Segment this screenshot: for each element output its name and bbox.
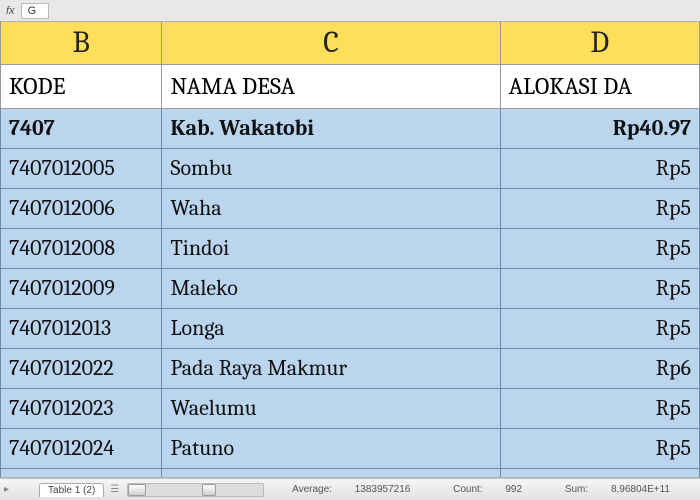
cell-kode[interactable]: 7407012009 bbox=[1, 268, 162, 308]
stat-count: Count: 992 bbox=[443, 484, 532, 495]
cell-nama[interactable]: Patuno bbox=[162, 428, 500, 468]
table-row[interactable]: 7407012023WaelumuRp5 bbox=[1, 388, 700, 428]
sheet-area[interactable]: B C D KODE NAMA DESA ALOKASI DA 7407Kab.… bbox=[0, 22, 700, 478]
header-alokasi[interactable]: ALOKASI DA bbox=[500, 64, 699, 108]
cell-kode[interactable]: 7407012027 bbox=[1, 468, 162, 478]
cell-alokasi[interactable]: Rp5 bbox=[500, 188, 699, 228]
sheet-nav-icons[interactable]: ▸ bbox=[4, 484, 17, 495]
scroll-split-handle[interactable] bbox=[202, 484, 216, 496]
column-letter-row: B C D bbox=[1, 22, 700, 64]
cell-kode[interactable]: 7407012006 bbox=[1, 188, 162, 228]
cell-alokasi[interactable]: Rp5 bbox=[500, 468, 699, 478]
table-row[interactable]: 7407012008TindoiRp5 bbox=[1, 228, 700, 268]
col-header-b[interactable]: B bbox=[1, 22, 162, 64]
cell-kode[interactable]: 7407012023 bbox=[1, 388, 162, 428]
cell-nama[interactable]: Waelumu bbox=[162, 388, 500, 428]
formula-bar: fx G bbox=[0, 0, 700, 22]
status-stats: Average: 1383957216 Count: 992 Sum: 8,96… bbox=[272, 484, 690, 495]
cell-nama[interactable]: Pada Raya Makmur bbox=[162, 348, 500, 388]
cell-nama[interactable]: Waginopo bbox=[162, 468, 500, 478]
cell-nama[interactable]: Tindoi bbox=[162, 228, 500, 268]
cell-alokasi[interactable]: Rp5 bbox=[500, 268, 699, 308]
table-row[interactable]: 7407012024PatunoRp5 bbox=[1, 428, 700, 468]
cell-kode[interactable]: 7407012022 bbox=[1, 348, 162, 388]
scroll-thumb-left[interactable] bbox=[128, 484, 146, 496]
table-row[interactable]: 7407012022Pada Raya MakmurRp6 bbox=[1, 348, 700, 388]
cell-kode[interactable]: 7407012013 bbox=[1, 308, 162, 348]
sheet-tab[interactable]: Table 1 (2) bbox=[39, 483, 104, 497]
cell-kode[interactable]: 7407012005 bbox=[1, 148, 162, 188]
cell-kode[interactable]: 7407 bbox=[1, 108, 162, 148]
name-box[interactable]: G bbox=[21, 3, 49, 19]
table-row[interactable]: 7407012027WaginopoRp5 bbox=[1, 468, 700, 478]
col-header-c[interactable]: C bbox=[162, 22, 500, 64]
stat-sum: Sum: 8,96804E+11 bbox=[555, 484, 680, 495]
stat-average: Average: 1383957216 bbox=[282, 484, 420, 495]
table-row[interactable]: 7407012005SombuRp5 bbox=[1, 148, 700, 188]
cell-alokasi[interactable]: Rp5 bbox=[500, 308, 699, 348]
horizontal-scrollbar[interactable] bbox=[127, 483, 264, 497]
table-row[interactable]: 7407012006WahaRp5 bbox=[1, 188, 700, 228]
tab-menu-icon[interactable]: ☰ bbox=[110, 484, 119, 495]
cell-nama[interactable]: Maleko bbox=[162, 268, 500, 308]
cell-nama[interactable]: Sombu bbox=[162, 148, 500, 188]
header-kode[interactable]: KODE bbox=[1, 64, 162, 108]
cell-alokasi[interactable]: Rp40.97 bbox=[500, 108, 699, 148]
cell-alokasi[interactable]: Rp6 bbox=[500, 348, 699, 388]
cell-nama[interactable]: Waha bbox=[162, 188, 500, 228]
cell-alokasi[interactable]: Rp5 bbox=[500, 388, 699, 428]
spreadsheet-table: B C D KODE NAMA DESA ALOKASI DA 7407Kab.… bbox=[0, 22, 700, 478]
cell-alokasi[interactable]: Rp5 bbox=[500, 228, 699, 268]
cell-nama[interactable]: Kab. Wakatobi bbox=[162, 108, 500, 148]
header-nama[interactable]: NAMA DESA bbox=[162, 64, 500, 108]
status-bar: ▸ Table 1 (2) ☰ Average: 1383957216 Coun… bbox=[0, 478, 700, 500]
cell-kode[interactable]: 7407012008 bbox=[1, 228, 162, 268]
table-row[interactable]: 7407012009MalekoRp5 bbox=[1, 268, 700, 308]
table-row[interactable]: 7407012013LongaRp5 bbox=[1, 308, 700, 348]
cell-alokasi[interactable]: Rp5 bbox=[500, 428, 699, 468]
cell-kode[interactable]: 7407012024 bbox=[1, 428, 162, 468]
table-row[interactable]: 7407Kab. WakatobiRp40.97 bbox=[1, 108, 700, 148]
cell-alokasi[interactable]: Rp5 bbox=[500, 148, 699, 188]
cell-nama[interactable]: Longa bbox=[162, 308, 500, 348]
fx-label: fx bbox=[6, 5, 15, 17]
header-row: KODE NAMA DESA ALOKASI DA bbox=[1, 64, 700, 108]
col-header-d[interactable]: D bbox=[500, 22, 699, 64]
